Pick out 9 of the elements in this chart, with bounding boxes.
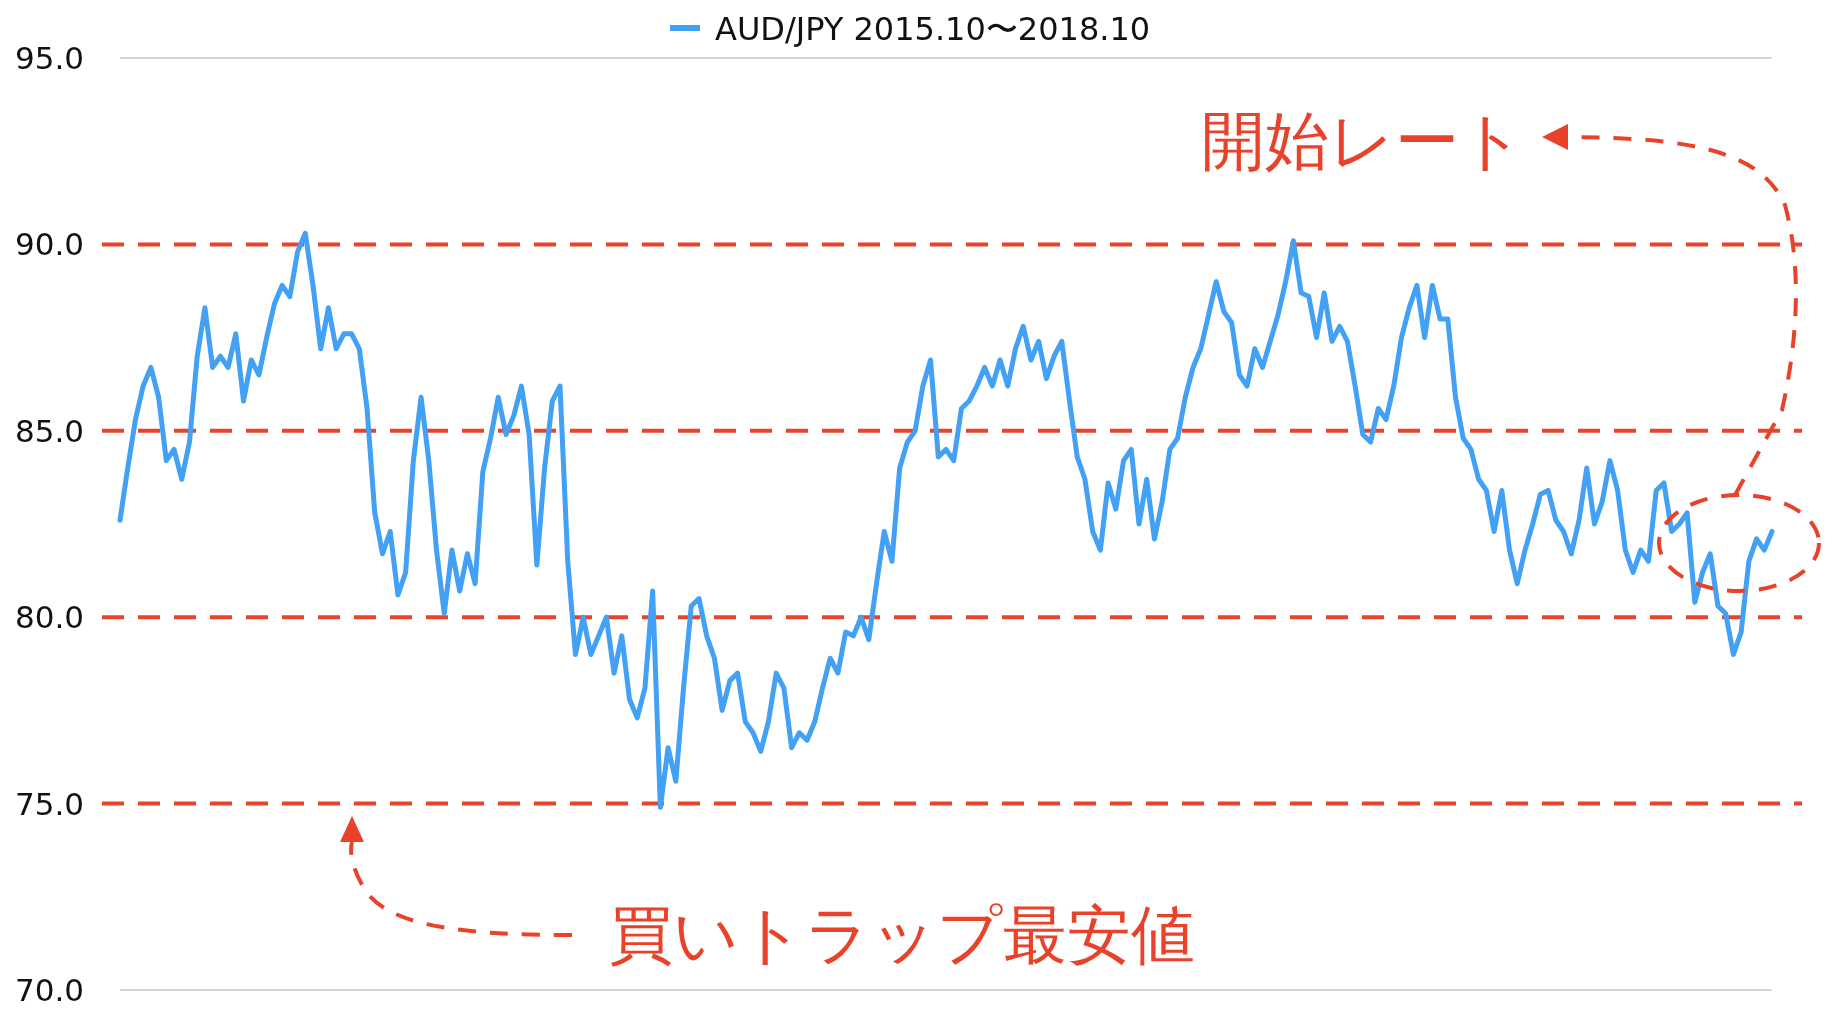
annotation: 買いトラップ最安値	[609, 898, 1195, 972]
legend: AUD/JPY 2015.10〜2018.10	[670, 10, 1151, 48]
y-tick-label: 95.0	[15, 40, 85, 76]
y-tick-label: 80.0	[15, 599, 85, 636]
y-tick-label: 75.0	[15, 785, 85, 822]
y-tick-label: 90.0	[15, 226, 85, 263]
y-tick-label: 85.0	[15, 412, 85, 449]
annotation: 開始レート	[1201, 104, 1525, 178]
y-tick-label: 70.0	[15, 972, 85, 1008]
